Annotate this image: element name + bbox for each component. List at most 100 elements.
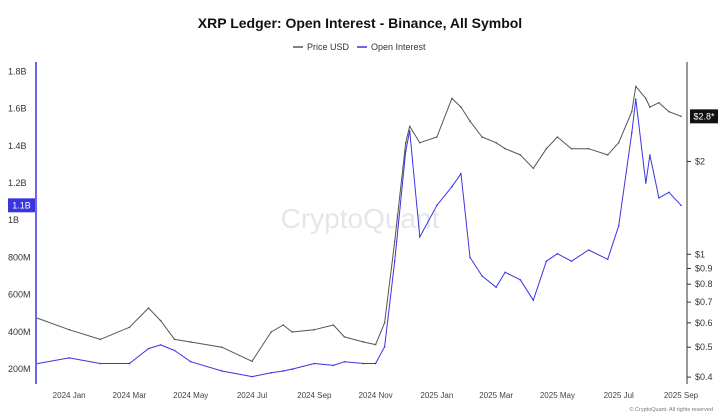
data-point-open-interest <box>617 224 620 227</box>
data-point-open-interest <box>451 185 453 188</box>
data-point-open-interest <box>680 204 682 207</box>
data-point-open-interest <box>649 154 651 156</box>
data-point-price-usd <box>343 336 346 338</box>
series-line-open-interest <box>37 98 682 378</box>
data-point-open-interest <box>504 271 506 274</box>
data-point-price-usd <box>383 321 386 324</box>
data-point-price-usd <box>313 328 316 331</box>
left-tick-label: 1.2B <box>8 178 27 188</box>
data-point-price-usd <box>634 85 637 88</box>
data-point-price-usd <box>630 110 633 113</box>
right-tick-label: $1 <box>695 249 705 259</box>
left-tick-label: 400M <box>8 327 31 337</box>
data-point-open-interest <box>658 197 660 199</box>
data-point-open-interest <box>159 344 162 346</box>
data-point-price-usd <box>658 101 660 104</box>
data-point-open-interest <box>495 286 497 289</box>
x-tick-label: 2024 Jan <box>53 391 86 400</box>
data-point-price-usd <box>606 154 609 156</box>
data-point-open-interest <box>291 368 293 370</box>
right-tick-label: $0.4 <box>695 372 713 382</box>
left-tick-label: 800M <box>8 252 31 262</box>
data-point-open-interest <box>606 258 609 261</box>
right-current-value-label: $2.8* <box>693 111 715 121</box>
data-point-price-usd <box>393 240 396 243</box>
left-current-value-badge <box>8 198 35 213</box>
data-point-price-usd <box>545 147 548 150</box>
left-current-value-label: 1.1B <box>12 200 31 210</box>
data-point-open-interest <box>469 256 471 259</box>
x-tick-label: 2025 Jul <box>604 391 634 400</box>
data-point-open-interest <box>393 260 396 262</box>
data-point-price-usd <box>680 115 682 118</box>
right-axis-ticks: $0.4 $0.5 $0.6 $0.7 $0.8 $0.9 $1 $2 <box>687 156 713 382</box>
data-point-price-usd <box>668 110 670 113</box>
axis-badges: 1.1B $2.8* <box>8 109 718 213</box>
data-point-price-usd <box>173 338 176 341</box>
x-tick-label: 2024 Jul <box>237 391 267 400</box>
data-point-open-interest <box>189 360 192 363</box>
data-point-price-usd <box>291 331 293 333</box>
left-tick-label: 1.4B <box>8 141 27 151</box>
data-point-open-interest <box>282 370 284 372</box>
right-tick-label: $0.9 <box>695 263 713 273</box>
legend: Price USD Open Interest <box>293 42 426 52</box>
data-point-price-usd <box>532 167 535 170</box>
credit-text: © CryptoQuant. All rights reserved <box>629 406 713 413</box>
data-point-price-usd <box>645 97 647 100</box>
data-point-price-usd <box>147 307 150 309</box>
x-tick-label: 2025 Sep <box>664 391 699 400</box>
data-point-open-interest <box>221 370 223 372</box>
data-point-open-interest <box>545 260 548 262</box>
data-point-price-usd <box>504 147 506 150</box>
data-point-open-interest <box>532 299 535 302</box>
data-point-price-usd <box>37 317 39 320</box>
right-tick-label: $2 <box>695 156 705 166</box>
data-point-open-interest <box>668 191 670 194</box>
data-point-open-interest <box>383 345 386 348</box>
chart-title: XRP Ledger: Open Interest - Binance, All… <box>198 15 522 31</box>
left-tick-label: 1.6B <box>8 104 27 114</box>
data-point-price-usd <box>617 141 620 144</box>
left-tick-label: 200M <box>8 364 31 374</box>
data-point-price-usd <box>649 106 651 108</box>
data-point-price-usd <box>418 141 421 144</box>
legend-item-open-interest[interactable]: Open Interest <box>357 42 426 52</box>
data-point-price-usd <box>436 136 438 138</box>
x-tick-label: 2024 Sep <box>297 391 332 400</box>
data-point-open-interest <box>519 278 522 281</box>
data-point-price-usd <box>251 360 253 363</box>
legend-item-price[interactable]: Price USD <box>293 42 350 52</box>
data-point-open-interest <box>418 236 421 238</box>
right-tick-label: $0.8 <box>695 279 713 289</box>
data-point-price-usd <box>68 328 70 331</box>
left-axis-ticks: 200M 400M 600M 800M 1B 1.2B 1.4B 1.6B 1.8B <box>8 66 31 374</box>
data-point-open-interest <box>313 362 316 365</box>
data-point-open-interest <box>645 182 647 184</box>
data-point-open-interest <box>332 364 335 367</box>
legend-label-open-interest: Open Interest <box>371 42 426 52</box>
data-point-open-interest <box>556 252 559 255</box>
left-tick-label: 600M <box>8 290 31 300</box>
data-point-open-interest <box>408 130 411 132</box>
x-tick-label: 2024 Nov <box>358 391 392 400</box>
data-point-price-usd <box>495 141 497 144</box>
data-point-open-interest <box>374 362 377 365</box>
data-point-price-usd <box>374 343 377 346</box>
data-point-price-usd <box>128 326 131 329</box>
data-point-open-interest <box>587 249 590 251</box>
data-point-open-interest <box>128 362 131 365</box>
x-tick-label: 2025 Mar <box>479 391 513 400</box>
x-tick-label: 2025 Jan <box>420 391 453 400</box>
data-point-open-interest <box>481 275 483 277</box>
data-point-price-usd <box>451 97 453 100</box>
data-point-open-interest <box>362 362 365 365</box>
data-point-open-interest <box>251 375 253 378</box>
data-point-price-usd <box>221 346 223 349</box>
data-point-price-usd <box>570 147 573 150</box>
data-point-price-usd <box>270 331 272 333</box>
data-point-price-usd <box>408 125 411 128</box>
legend-label-price: Price USD <box>307 42 350 52</box>
